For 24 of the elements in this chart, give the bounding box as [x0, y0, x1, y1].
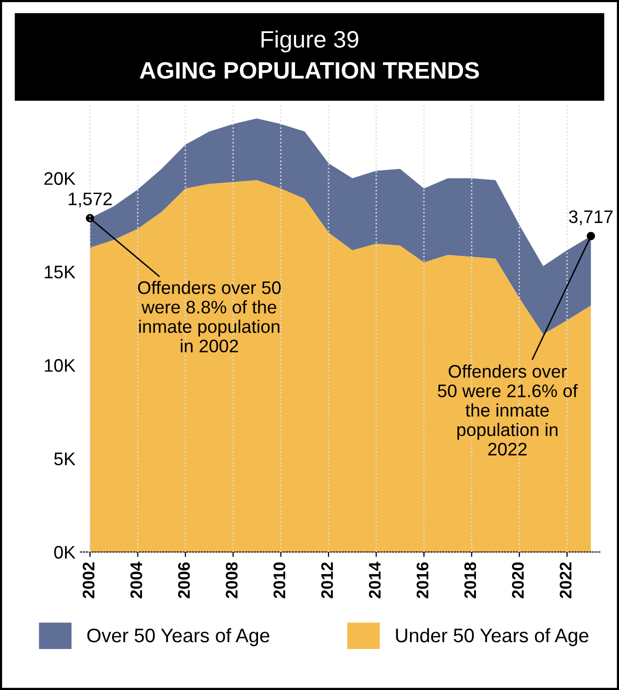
x-tick-label: 2002	[82, 562, 94, 598]
legend-label: Under 50 Years of Age	[396, 628, 588, 646]
x-tick-label: 2008	[226, 562, 238, 598]
annotation: Offenders over 50 were 8.8% of the inmate population in 2002	[138, 280, 281, 352]
x-tick-label: 2014	[368, 562, 381, 598]
data-label: 3,717	[568, 210, 613, 226]
chart-title: Figure 39	[262, 30, 358, 52]
y-tick-label: 10K	[44, 359, 76, 372]
x-tick-label: 2010	[273, 562, 286, 598]
x-tick-label: 2016	[416, 562, 428, 598]
x-tick-label: 2020	[512, 562, 524, 598]
y-tick-label: 20K	[44, 172, 76, 185]
x-tick-label: 2012	[321, 562, 333, 598]
y-tick-label: 5K	[54, 452, 76, 466]
annotation: Offenders over 50 were 21.6% of the inmate population in 2022	[438, 364, 578, 456]
y-tick-label: 0K	[54, 546, 76, 559]
x-tick-label: 2004	[130, 562, 142, 598]
x-tick-label: 2018	[464, 562, 476, 598]
legend-label: Over 50 Years of Age	[87, 628, 270, 646]
data-label: 1,572	[68, 192, 112, 208]
chart-subtitle: AGING POPULATION TRENDS	[140, 62, 479, 79]
x-tick-label: 2006	[178, 562, 190, 598]
x-tick-label: 2022	[560, 562, 572, 598]
y-tick-label: 15K	[44, 266, 76, 278]
